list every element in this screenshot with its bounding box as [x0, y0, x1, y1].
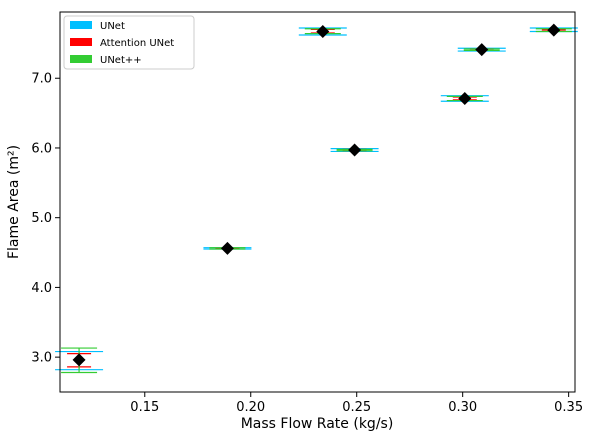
mean-diamond-marker — [475, 43, 489, 57]
mean-diamond-marker — [458, 91, 472, 105]
legend-label-unetpp: UNet++ — [100, 55, 142, 66]
mean-diamond-marker — [220, 241, 234, 255]
y-tick-label: 4.0 — [31, 281, 52, 296]
legend-box — [63, 15, 195, 70]
legend-swatch-unetpp — [70, 55, 92, 63]
mean-marker-layer — [72, 23, 561, 367]
plot-area — [60, 12, 575, 392]
x-tick-label: 0.25 — [342, 400, 371, 415]
x-tick-label: 0.20 — [236, 400, 265, 415]
mean-diamond-marker — [72, 353, 86, 367]
x-axis-label: Mass Flow Rate (kg/s) — [241, 416, 394, 432]
x-tick-label: 0.35 — [554, 400, 583, 415]
x-tick-label: 0.30 — [448, 400, 477, 415]
legend-swatch-unet — [70, 21, 92, 29]
plot-frame — [59, 11, 576, 393]
legend-label-attention-unet: Attention UNet — [100, 38, 174, 49]
x-axis-ticks: 0.15 0.20 0.25 0.30 0.35 — [130, 392, 583, 415]
mean-diamond-marker — [316, 25, 330, 39]
y-axis-label: Flame Area (m²) — [6, 145, 22, 259]
y-tick-label: 7.0 — [31, 72, 52, 87]
y-tick-label: 5.0 — [31, 211, 52, 226]
y-tick-label: 6.0 — [31, 141, 52, 156]
legend-swatch-attention-unet — [70, 38, 92, 46]
x-tick-label: 0.15 — [130, 400, 159, 415]
mean-diamond-marker — [348, 143, 362, 157]
y-tick-label: 3.0 — [31, 351, 52, 366]
legend: UNet Attention UNet UNet++ — [63, 15, 195, 70]
legend-label-unet: UNet — [100, 21, 125, 32]
y-axis-ticks: 3.0 4.0 5.0 6.0 7.0 — [31, 72, 60, 366]
mean-diamond-marker — [547, 23, 561, 37]
